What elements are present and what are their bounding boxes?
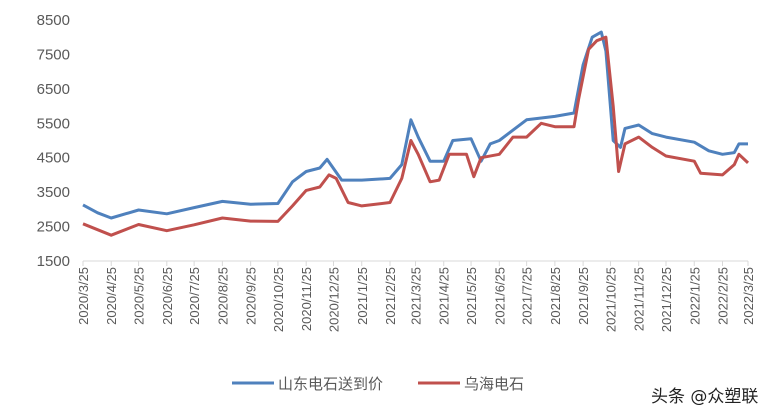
x-tick-label: 2021/12/25: [659, 267, 674, 332]
y-tick-label: 5500: [37, 115, 70, 132]
y-tick-label: 2500: [37, 219, 70, 236]
x-tick-label: 2021/10/25: [603, 267, 618, 332]
x-tick-label: 2022/3/25: [741, 267, 756, 325]
x-tick-label: 2021/2/25: [383, 267, 398, 325]
x-tick-label: 2021/5/25: [464, 267, 479, 325]
x-tick-label: 2020/6/25: [160, 267, 175, 325]
y-tick-label: 7500: [37, 46, 70, 63]
y-tick-label: 6500: [37, 81, 70, 98]
x-tick-label: 2021/8/25: [548, 267, 563, 325]
x-tick-label: 2020/7/25: [187, 267, 202, 325]
x-tick-label: 2021/7/25: [520, 267, 535, 325]
watermark: 头条 @众塑联: [651, 387, 759, 407]
y-tick-label: 4500: [37, 150, 70, 167]
x-tick-label: 2020/4/25: [104, 267, 119, 325]
x-tick-label: 2020/9/25: [244, 267, 259, 325]
y-tick-label: 8500: [37, 12, 70, 29]
x-tick-label: 2020/10/25: [271, 267, 286, 332]
legend-label: 山东电石送到价: [278, 375, 383, 393]
x-tick-label: 2021/1/25: [355, 267, 370, 325]
x-tick-label: 2021/9/25: [576, 267, 591, 325]
x-tick-label: 2021/3/25: [409, 267, 424, 325]
x-tick-label: 2020/8/25: [215, 267, 230, 325]
x-tick-label: 2020/5/25: [132, 267, 147, 325]
y-tick-label: 1500: [37, 253, 70, 270]
x-tick-label: 2021/11/25: [632, 267, 647, 331]
series-line-2: [82, 35, 750, 237]
x-tick-label: 2020/3/25: [76, 267, 91, 325]
legend-label: 乌海电石: [464, 375, 524, 393]
x-tick-label: 2020/12/25: [327, 267, 342, 332]
x-tick-label: 2021/6/25: [492, 267, 507, 325]
series-line-1: [82, 30, 748, 220]
x-tick-label: 2020/11/25: [299, 267, 314, 331]
x-tick-label: 2022/1/25: [687, 267, 702, 325]
y-tick-label: 3500: [37, 184, 70, 201]
x-tick-label: 2021/4/25: [437, 267, 452, 325]
x-tick-label: 2022/2/25: [715, 267, 730, 325]
